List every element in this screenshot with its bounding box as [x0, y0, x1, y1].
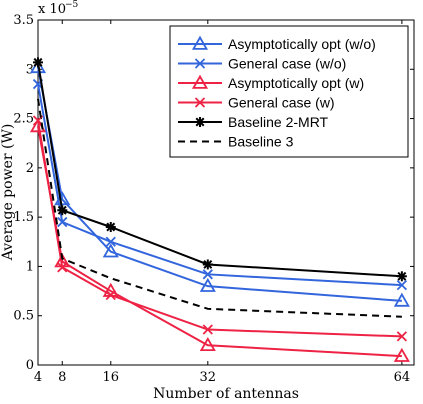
data-point [202, 324, 213, 335]
y-tick-label: 0 [26, 358, 34, 373]
data-point [57, 262, 68, 273]
data-point [194, 97, 206, 108]
series-1 [32, 78, 408, 291]
data-point [396, 331, 408, 342]
legend-label: Asymptotically opt (w) [228, 75, 364, 91]
x-tick-label: 4 [34, 370, 42, 385]
x-tick-label: 16 [103, 370, 120, 385]
data-point [396, 271, 407, 282]
y-scale-label: x 10 [38, 2, 66, 17]
series-3 [32, 115, 408, 342]
y-tick-label: 0.5 [13, 309, 34, 324]
legend-label: Asymptotically opt (w/o) [228, 36, 376, 52]
data-point [194, 58, 206, 69]
legend-label: General case (w) [228, 95, 335, 111]
y-scale-exponent: −5 [65, 0, 79, 10]
y-tick-label: 2 [26, 161, 34, 176]
data-point [202, 259, 213, 270]
y-tick-label: 1 [26, 259, 34, 274]
legend-label: Baseline 3 [228, 134, 294, 150]
y-axis-label: Average power (W) [0, 124, 16, 262]
legend-label: Baseline 2-MRT [228, 114, 329, 130]
x-tick-label: 64 [394, 370, 411, 385]
data-point [396, 280, 408, 291]
y-tick-label: 3.5 [13, 13, 34, 28]
data-point [199, 336, 216, 352]
legend-entry: Asymptotically opt (w/o) [178, 35, 376, 52]
legend-entry: General case (w/o) [178, 56, 346, 72]
data-point [57, 205, 68, 216]
data-point [33, 57, 43, 68]
series-4 [33, 57, 407, 282]
legend-entry: General case (w) [178, 95, 335, 111]
legend-entry: Baseline 2-MRT [178, 114, 329, 130]
y-tick-label: 3 [26, 62, 34, 77]
data-point [105, 236, 116, 247]
data-point [105, 289, 116, 301]
data-point [393, 347, 410, 362]
x-axis-label: Number of antennas [153, 386, 299, 402]
data-point [199, 277, 216, 292]
data-point [202, 269, 213, 280]
y-tick-label: 1.5 [13, 210, 34, 225]
legend: Asymptotically opt (w/o) General case (w/… [169, 25, 409, 158]
y-tick-label: 2.5 [13, 112, 34, 127]
legend-entry: Asymptotically opt (w) [178, 74, 364, 91]
legend-entry: Baseline 3 [178, 134, 294, 150]
data-point [393, 292, 410, 307]
data-point [191, 35, 209, 50]
x-tick-label: 32 [200, 370, 217, 385]
data-point [195, 117, 205, 127]
data-point [57, 216, 68, 228]
data-point [191, 74, 209, 89]
legend-box [169, 25, 409, 158]
legend-label: General case (w/o) [228, 56, 346, 72]
data-point [105, 222, 116, 232]
data-point [102, 243, 119, 258]
x-tick-label: 8 [58, 370, 66, 385]
